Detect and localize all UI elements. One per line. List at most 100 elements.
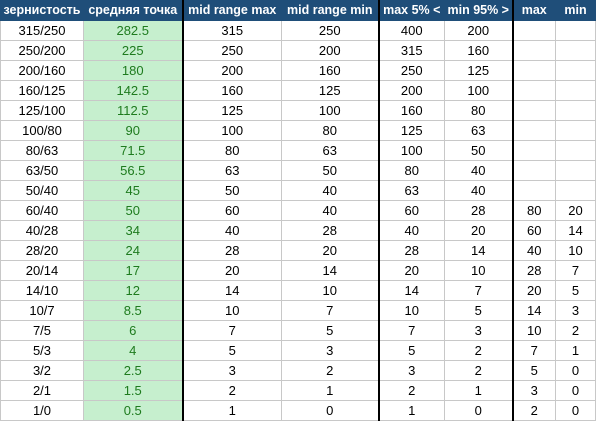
cell-mid-range-min[interactable]: 3 (281, 340, 380, 361)
cell-min-95[interactable]: 2 (444, 360, 514, 381)
cell-max-5[interactable]: 250 (378, 60, 445, 81)
cell-mid-range-min[interactable]: 100 (281, 100, 380, 121)
cell-min[interactable]: 3 (555, 300, 596, 321)
cell-midpoint[interactable]: 34 (83, 220, 184, 241)
cell-max-5[interactable]: 40 (378, 220, 445, 241)
cell-max-5[interactable]: 80 (378, 160, 445, 181)
header-cell-mid-range-min[interactable]: mid range min (281, 0, 380, 21)
cell-max[interactable]: 20 (512, 280, 556, 301)
header-cell-mid-range-max[interactable]: mid range max (182, 0, 282, 21)
cell-max[interactable] (512, 160, 556, 181)
cell-max[interactable]: 3 (512, 380, 556, 401)
cell-min-95[interactable]: 10 (444, 260, 514, 281)
cell-mid-range-max[interactable]: 80 (182, 140, 282, 161)
cell-max[interactable]: 2 (512, 400, 556, 421)
cell-mid-range-max[interactable]: 100 (182, 120, 282, 141)
cell-mid-range-min[interactable]: 200 (281, 40, 380, 61)
cell-max-5[interactable]: 60 (378, 200, 445, 221)
cell-grit[interactable]: 160/125 (0, 80, 84, 101)
cell-min[interactable]: 20 (555, 200, 596, 221)
cell-max[interactable] (512, 180, 556, 201)
cell-mid-range-min[interactable]: 40 (281, 180, 380, 201)
cell-min-95[interactable]: 14 (444, 240, 514, 261)
cell-min[interactable] (555, 160, 596, 181)
cell-mid-range-min[interactable]: 10 (281, 280, 380, 301)
cell-max[interactable]: 14 (512, 300, 556, 321)
cell-min[interactable]: 1 (555, 340, 596, 361)
cell-mid-range-min[interactable]: 40 (281, 200, 380, 221)
cell-min[interactable] (555, 20, 596, 41)
cell-mid-range-max[interactable]: 20 (182, 260, 282, 281)
header-cell-midpoint[interactable]: средняя точка (83, 0, 184, 21)
cell-max[interactable] (512, 120, 556, 141)
cell-midpoint[interactable]: 282.5 (83, 20, 184, 41)
cell-grit[interactable]: 125/100 (0, 100, 84, 121)
cell-midpoint[interactable]: 8.5 (83, 300, 184, 321)
cell-min-95[interactable]: 20 (444, 220, 514, 241)
cell-min[interactable] (555, 80, 596, 101)
cell-midpoint[interactable]: 4 (83, 340, 184, 361)
cell-min[interactable]: 5 (555, 280, 596, 301)
cell-min-95[interactable]: 160 (444, 40, 514, 61)
cell-min[interactable]: 14 (555, 220, 596, 241)
cell-mid-range-min[interactable]: 20 (281, 240, 380, 261)
cell-mid-range-max[interactable]: 250 (182, 40, 282, 61)
cell-min[interactable] (555, 100, 596, 121)
header-cell-grit[interactable]: зернистость (0, 0, 84, 21)
cell-mid-range-max[interactable]: 1 (182, 400, 282, 421)
cell-max[interactable] (512, 100, 556, 121)
cell-mid-range-max[interactable]: 28 (182, 240, 282, 261)
cell-max[interactable]: 40 (512, 240, 556, 261)
cell-mid-range-max[interactable]: 125 (182, 100, 282, 121)
cell-max-5[interactable]: 63 (378, 180, 445, 201)
cell-grit[interactable]: 10/7 (0, 300, 84, 321)
cell-max-5[interactable]: 200 (378, 80, 445, 101)
cell-min-95[interactable]: 28 (444, 200, 514, 221)
cell-grit[interactable]: 2/1 (0, 380, 84, 401)
cell-midpoint[interactable]: 1.5 (83, 380, 184, 401)
cell-midpoint[interactable]: 2.5 (83, 360, 184, 381)
cell-min[interactable]: 7 (555, 260, 596, 281)
cell-max-5[interactable]: 2 (378, 380, 445, 401)
cell-mid-range-max[interactable]: 40 (182, 220, 282, 241)
cell-midpoint[interactable]: 71.5 (83, 140, 184, 161)
cell-grit[interactable]: 20/14 (0, 260, 84, 281)
cell-min-95[interactable]: 125 (444, 60, 514, 81)
cell-min-95[interactable]: 40 (444, 160, 514, 181)
cell-max-5[interactable]: 160 (378, 100, 445, 121)
cell-max[interactable] (512, 140, 556, 161)
cell-mid-range-max[interactable]: 14 (182, 280, 282, 301)
cell-mid-range-min[interactable]: 125 (281, 80, 380, 101)
cell-mid-range-min[interactable]: 0 (281, 400, 380, 421)
cell-min-95[interactable]: 40 (444, 180, 514, 201)
cell-mid-range-min[interactable]: 80 (281, 120, 380, 141)
cell-min-95[interactable]: 200 (444, 20, 514, 41)
cell-min[interactable]: 0 (555, 360, 596, 381)
cell-min-95[interactable]: 3 (444, 320, 514, 341)
cell-min[interactable] (555, 40, 596, 61)
cell-min[interactable]: 0 (555, 380, 596, 401)
cell-grit[interactable]: 14/10 (0, 280, 84, 301)
cell-max[interactable]: 28 (512, 260, 556, 281)
cell-max[interactable]: 5 (512, 360, 556, 381)
cell-max-5[interactable]: 7 (378, 320, 445, 341)
cell-max[interactable]: 10 (512, 320, 556, 341)
header-cell-max-5[interactable]: max 5% < (378, 0, 445, 21)
cell-mid-range-max[interactable]: 3 (182, 360, 282, 381)
cell-midpoint[interactable]: 0.5 (83, 400, 184, 421)
cell-mid-range-max[interactable]: 200 (182, 60, 282, 81)
cell-grit[interactable]: 40/28 (0, 220, 84, 241)
cell-grit[interactable]: 63/50 (0, 160, 84, 181)
cell-max[interactable] (512, 20, 556, 41)
cell-min[interactable] (555, 120, 596, 141)
cell-mid-range-min[interactable]: 50 (281, 160, 380, 181)
cell-mid-range-min[interactable]: 1 (281, 380, 380, 401)
cell-mid-range-max[interactable]: 63 (182, 160, 282, 181)
cell-max-5[interactable]: 10 (378, 300, 445, 321)
cell-max-5[interactable]: 400 (378, 20, 445, 41)
cell-min-95[interactable]: 50 (444, 140, 514, 161)
cell-grit[interactable]: 250/200 (0, 40, 84, 61)
cell-midpoint[interactable]: 225 (83, 40, 184, 61)
cell-max[interactable]: 7 (512, 340, 556, 361)
cell-mid-range-max[interactable]: 50 (182, 180, 282, 201)
